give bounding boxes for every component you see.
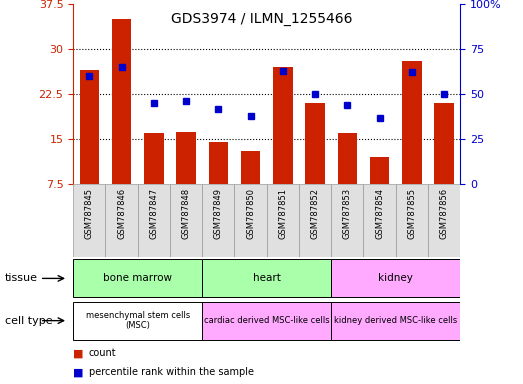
Text: count: count	[89, 348, 117, 358]
FancyBboxPatch shape	[73, 302, 202, 339]
Text: percentile rank within the sample: percentile rank within the sample	[89, 367, 254, 377]
Text: GSM787852: GSM787852	[311, 188, 320, 239]
Bar	[370, 157, 389, 184]
Text: GSM787845: GSM787845	[85, 188, 94, 239]
FancyBboxPatch shape	[396, 184, 428, 257]
Bar	[112, 19, 131, 184]
FancyBboxPatch shape	[73, 184, 106, 257]
Text: GSM787850: GSM787850	[246, 188, 255, 239]
FancyBboxPatch shape	[267, 184, 299, 257]
FancyBboxPatch shape	[202, 302, 331, 339]
FancyBboxPatch shape	[202, 184, 234, 257]
FancyBboxPatch shape	[106, 184, 138, 257]
Bar	[144, 133, 164, 184]
Text: GSM787846: GSM787846	[117, 188, 126, 239]
Text: tissue: tissue	[5, 273, 38, 283]
Text: GSM787851: GSM787851	[278, 188, 287, 239]
FancyBboxPatch shape	[138, 184, 170, 257]
Text: GDS3974 / ILMN_1255466: GDS3974 / ILMN_1255466	[170, 12, 353, 25]
Text: GSM787853: GSM787853	[343, 188, 352, 239]
Bar	[79, 70, 99, 184]
Text: ■: ■	[73, 367, 84, 377]
Bar	[209, 142, 228, 184]
FancyBboxPatch shape	[428, 184, 460, 257]
Text: cell type: cell type	[5, 316, 53, 326]
FancyBboxPatch shape	[170, 184, 202, 257]
Bar	[176, 132, 196, 184]
FancyBboxPatch shape	[202, 260, 331, 297]
Text: kidney derived MSC-like cells: kidney derived MSC-like cells	[334, 316, 457, 325]
Text: GSM787848: GSM787848	[181, 188, 190, 239]
Text: GSM787847: GSM787847	[150, 188, 158, 239]
FancyBboxPatch shape	[331, 184, 363, 257]
FancyBboxPatch shape	[234, 184, 267, 257]
Text: GSM787856: GSM787856	[440, 188, 449, 239]
FancyBboxPatch shape	[299, 184, 331, 257]
Text: ■: ■	[73, 348, 84, 358]
Text: GSM787855: GSM787855	[407, 188, 416, 239]
Text: kidney: kidney	[378, 273, 413, 283]
FancyBboxPatch shape	[331, 260, 460, 297]
Text: mesenchymal stem cells
(MSC): mesenchymal stem cells (MSC)	[86, 311, 190, 330]
Text: GSM787854: GSM787854	[375, 188, 384, 239]
Bar	[273, 67, 292, 184]
Text: GSM787849: GSM787849	[214, 188, 223, 239]
Text: bone marrow: bone marrow	[103, 273, 172, 283]
Text: cardiac derived MSC-like cells: cardiac derived MSC-like cells	[204, 316, 329, 325]
FancyBboxPatch shape	[363, 184, 396, 257]
FancyBboxPatch shape	[331, 302, 460, 339]
FancyBboxPatch shape	[73, 260, 202, 297]
Bar	[338, 133, 357, 184]
Text: heart: heart	[253, 273, 281, 283]
Bar	[305, 103, 325, 184]
Bar	[402, 61, 422, 184]
Bar	[241, 151, 260, 184]
Bar	[435, 103, 454, 184]
